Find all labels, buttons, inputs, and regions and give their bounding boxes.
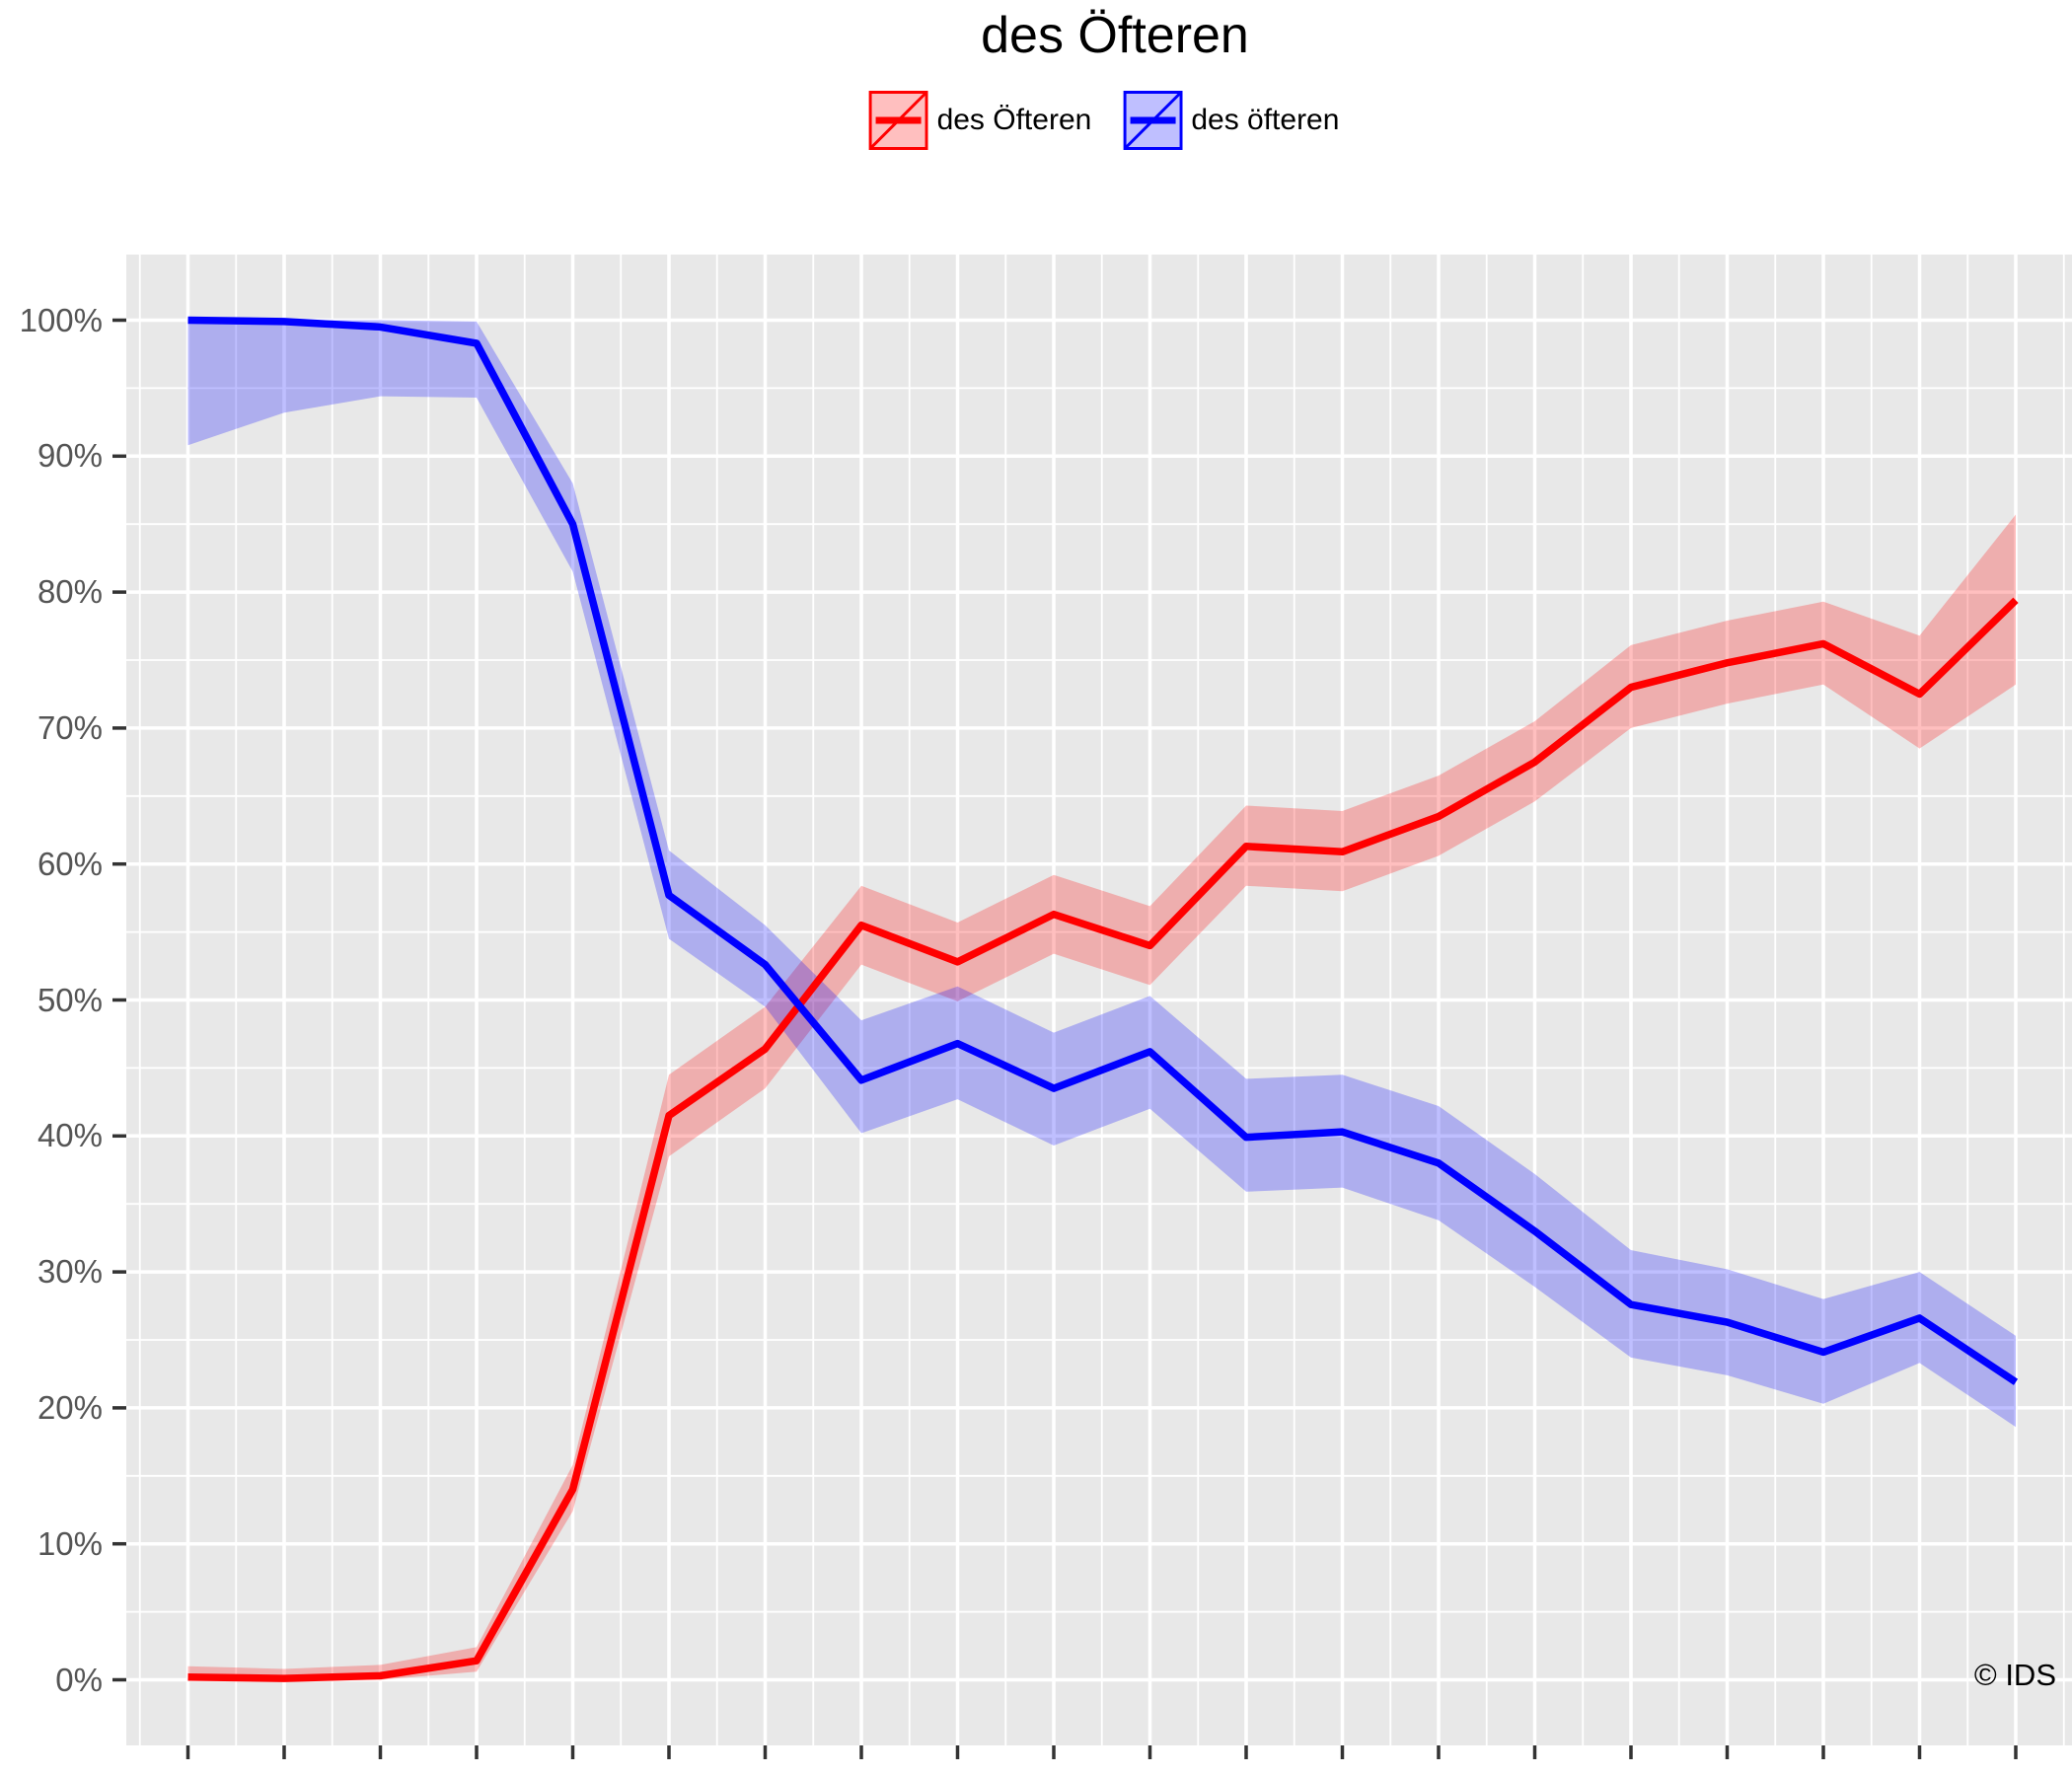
y-axis-label: 100%: [19, 301, 103, 338]
legend-item-label: des Öfteren: [936, 104, 1092, 136]
y-axis-label: 70%: [37, 708, 103, 746]
legend-item-label: des öfteren: [1191, 104, 1340, 136]
y-axis-label: 80%: [37, 573, 103, 611]
data-line-blue: [187, 316, 2019, 1385]
legend: des Öfteren des öfteren: [868, 91, 1362, 150]
y-axis-label: 10%: [37, 1524, 103, 1562]
legend-item: des öfteren: [1123, 91, 1339, 150]
y-axis-label: 20%: [37, 1388, 103, 1426]
legend-key-icon: [1123, 91, 1183, 150]
confidence-ribbon-blue: [187, 320, 2016, 1428]
y-axis-label: 0%: [55, 1661, 103, 1698]
y-axis-label: 90%: [37, 437, 103, 475]
legend-item: des Öfteren: [868, 91, 1092, 150]
data-line-red: [187, 597, 2019, 1682]
y-axis-label: 40%: [37, 1117, 103, 1154]
chart-title: des Öfteren: [981, 7, 1249, 64]
legend-key-icon: [868, 91, 928, 150]
confidence-ribbon-red: [187, 514, 2016, 1680]
copyright-text: © IDS: [1973, 1658, 2056, 1692]
y-axis-label: 30%: [37, 1253, 103, 1291]
y-axis-label: 50%: [37, 981, 103, 1018]
y-axis-label: 60%: [37, 845, 103, 882]
